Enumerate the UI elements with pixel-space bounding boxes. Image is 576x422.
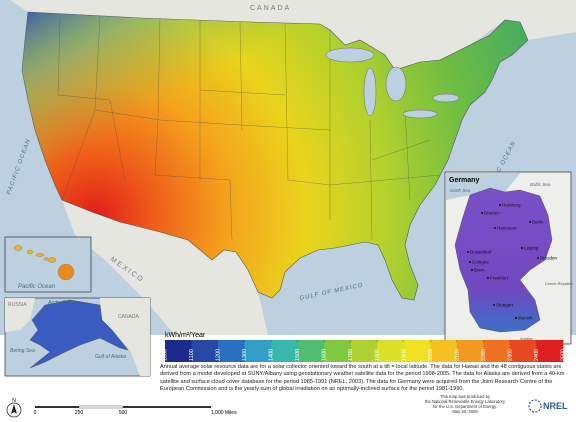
legend-tick-label: 1700: [348, 349, 354, 361]
credit-line: May 30, 2008: [452, 409, 478, 414]
legend-tick-label: 2300: [507, 349, 513, 361]
city-dot: [471, 269, 473, 271]
scale-label: 250: [75, 410, 84, 416]
legend-tick-label: 1600: [322, 349, 328, 361]
legend-tick-label: 1800: [375, 349, 381, 361]
legend-tick-label: 2500: [560, 349, 566, 361]
legend-bin: [403, 340, 431, 362]
city-label: Stuttgart: [496, 303, 514, 308]
city-label: Bonn: [474, 268, 485, 273]
city-dot: [537, 257, 539, 259]
legend-tick-label: 1900: [401, 349, 407, 361]
legend-unit: kWh/m²/Year: [165, 332, 206, 339]
alaska-land: [29, 299, 129, 369]
legend-bin: [350, 340, 378, 362]
legend-tick-label: 1300: [242, 349, 248, 361]
scale-label: 500: [119, 410, 128, 416]
legend: 1000 1100 1200 1300 1400 1500 1600 1700 1800 1900…: [162, 340, 566, 362]
czech-label: Czech Republic: [545, 281, 573, 286]
legend-bin: [165, 340, 192, 362]
city-label: Dusseldorf: [470, 250, 492, 255]
legend-tick-label: 1200: [216, 349, 222, 361]
city-dot: [487, 277, 489, 279]
alaska-canada-label: CANADA: [118, 314, 140, 320]
arctic-label: Arctic Ocean: [47, 300, 77, 306]
logo-text: NREL: [543, 401, 568, 411]
hawaii-islands: [13, 245, 75, 281]
canada-land-inset: [100, 298, 150, 376]
legend-tick-label: 1000: [162, 349, 168, 361]
legend-bin: [297, 340, 325, 362]
state-lines: [57, 15, 441, 241]
germany-title: Germany: [449, 177, 479, 184]
city-label: Cologne: [472, 260, 489, 265]
north-label: N: [12, 398, 16, 404]
legend-bin: [244, 340, 272, 362]
credit-line: the National Renewable Energy Laboratory: [424, 399, 506, 404]
legend-bin: [271, 340, 298, 362]
city-label: Bremen: [484, 211, 500, 216]
description: Annual average solar resource data are f…: [160, 364, 565, 393]
city-label: Frankfurt: [490, 276, 509, 281]
credit-line: This map was produced by: [439, 394, 491, 399]
scale-bar: N 0 250 500 1,000 Miles: [6, 398, 237, 418]
legend-bin: [430, 340, 458, 362]
credit: This map was produced by the National Re…: [405, 394, 525, 414]
city-label: Hamburg: [502, 203, 521, 208]
legend-bin: [324, 340, 352, 362]
gulf-alaska-label: Gulf of Alaska: [95, 354, 126, 360]
city-dot: [469, 261, 471, 263]
legend-tick-label: 2400: [534, 349, 540, 361]
baltic-sea-label: Baltic Sea: [530, 182, 551, 187]
great-lakes: [325, 47, 460, 119]
city-label: Dresden: [540, 256, 558, 261]
north-sea: [446, 173, 520, 200]
city-dot: [493, 304, 495, 306]
city-label: Munich: [518, 316, 533, 321]
city-dot: [494, 227, 496, 229]
scale-label: 1,000 Miles: [211, 410, 237, 416]
legend-bin: [218, 340, 245, 362]
legend-tick-label: 1100: [189, 349, 195, 361]
legend-bin: [191, 340, 219, 362]
city-dot: [499, 204, 501, 206]
legend-bin: [509, 340, 537, 362]
city-dot: [467, 251, 469, 253]
canada-label: CANADA: [250, 5, 291, 12]
legend-tick-label: 1400: [269, 349, 275, 361]
legend-tick-label: 1500: [295, 349, 301, 361]
russia-land: [5, 298, 35, 332]
city-label: Berlin: [532, 220, 544, 225]
legend-bin: [536, 340, 564, 362]
legend-bin: [483, 340, 511, 362]
legend-bin: [456, 340, 484, 362]
city-label: Hannover: [497, 226, 517, 231]
nrel-logo: NREL: [528, 399, 568, 413]
city-dot: [481, 212, 483, 214]
north-sea-label: North Sea: [450, 188, 471, 193]
russia-label: RUSSIA: [8, 302, 27, 308]
legend-tick-label: 2200: [481, 349, 487, 361]
legend-tick-label: 2100: [454, 349, 460, 361]
scale-label: 0: [34, 410, 37, 416]
legend-bin: [377, 340, 405, 362]
city-dot: [515, 317, 517, 319]
hawaii-ocean-label: Pacific Ocean: [18, 284, 56, 290]
city-dot: [521, 247, 523, 249]
germany-land: [454, 187, 553, 333]
bering-label: Bering Sea: [10, 348, 35, 354]
credit-line: for the U.S. Department of Energy.: [432, 404, 498, 409]
city-label: Leipzig: [524, 246, 539, 251]
canada-land: [10, 0, 576, 70]
austria-label: Austria: [520, 336, 533, 341]
legend-tick-label: 2000: [428, 349, 434, 361]
city-dot: [529, 221, 531, 223]
mexico-land: [62, 200, 268, 335]
